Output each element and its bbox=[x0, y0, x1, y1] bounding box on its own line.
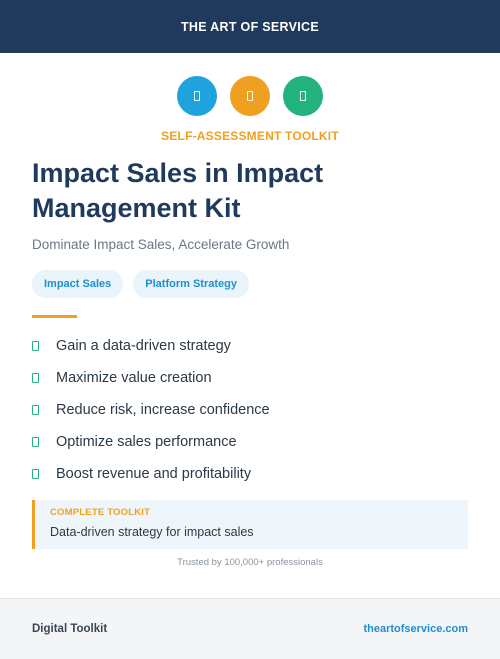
callout-text: Data-driven strategy for impact sales bbox=[50, 525, 254, 539]
toolkit-kicker: SELF-ASSESSMENT TOOLKIT bbox=[161, 129, 339, 143]
page-title: Impact Sales in Impact Management Kit bbox=[32, 158, 324, 223]
tag-list: Impact Sales Platform Strategy bbox=[32, 270, 249, 298]
benefit-text: Maximize value creation bbox=[56, 370, 212, 386]
benefit-item: Optimize sales performance bbox=[32, 426, 270, 458]
chart-icon bbox=[177, 76, 217, 116]
accent-divider bbox=[32, 315, 77, 318]
top-banner: THE ART OF SERVICE bbox=[0, 0, 500, 53]
footer: Digital Toolkit theartofservice.com bbox=[0, 598, 500, 659]
footer-label: Digital Toolkit bbox=[32, 623, 108, 635]
check-icon bbox=[32, 341, 39, 351]
benefit-item: Boost revenue and profitability bbox=[32, 458, 270, 490]
callout-label: COMPLETE TOOLKIT bbox=[50, 507, 151, 518]
trusted-note: Trusted by 100,000+ professionals bbox=[177, 557, 323, 568]
icon-row bbox=[0, 76, 500, 116]
target-icon bbox=[230, 76, 270, 116]
check-icon bbox=[32, 469, 39, 479]
tag-impact-sales: Impact Sales bbox=[32, 270, 124, 298]
toolkit-callout: COMPLETE TOOLKIT Data-driven strategy fo… bbox=[32, 500, 468, 549]
brand-name: THE ART OF SERVICE bbox=[180, 19, 320, 34]
benefit-text: Reduce risk, increase confidence bbox=[56, 402, 270, 418]
growth-icon bbox=[283, 76, 323, 116]
check-icon bbox=[32, 373, 39, 383]
benefit-list: Gain a data-driven strategy Maximize val… bbox=[32, 330, 270, 490]
benefit-text: Gain a data-driven strategy bbox=[56, 338, 231, 354]
check-icon bbox=[32, 437, 39, 447]
page-subtitle: Dominate Impact Sales, Accelerate Growth bbox=[32, 237, 290, 252]
benefit-text: Boost revenue and profitability bbox=[56, 466, 252, 482]
benefit-text: Optimize sales performance bbox=[56, 434, 237, 450]
tag-platform-strategy: Platform Strategy bbox=[133, 270, 249, 298]
check-icon bbox=[32, 405, 39, 415]
website-link[interactable]: theartofservice.com bbox=[363, 623, 468, 635]
benefit-item: Maximize value creation bbox=[32, 362, 270, 394]
benefit-item: Reduce risk, increase confidence bbox=[32, 394, 270, 426]
benefit-item: Gain a data-driven strategy bbox=[32, 330, 270, 362]
